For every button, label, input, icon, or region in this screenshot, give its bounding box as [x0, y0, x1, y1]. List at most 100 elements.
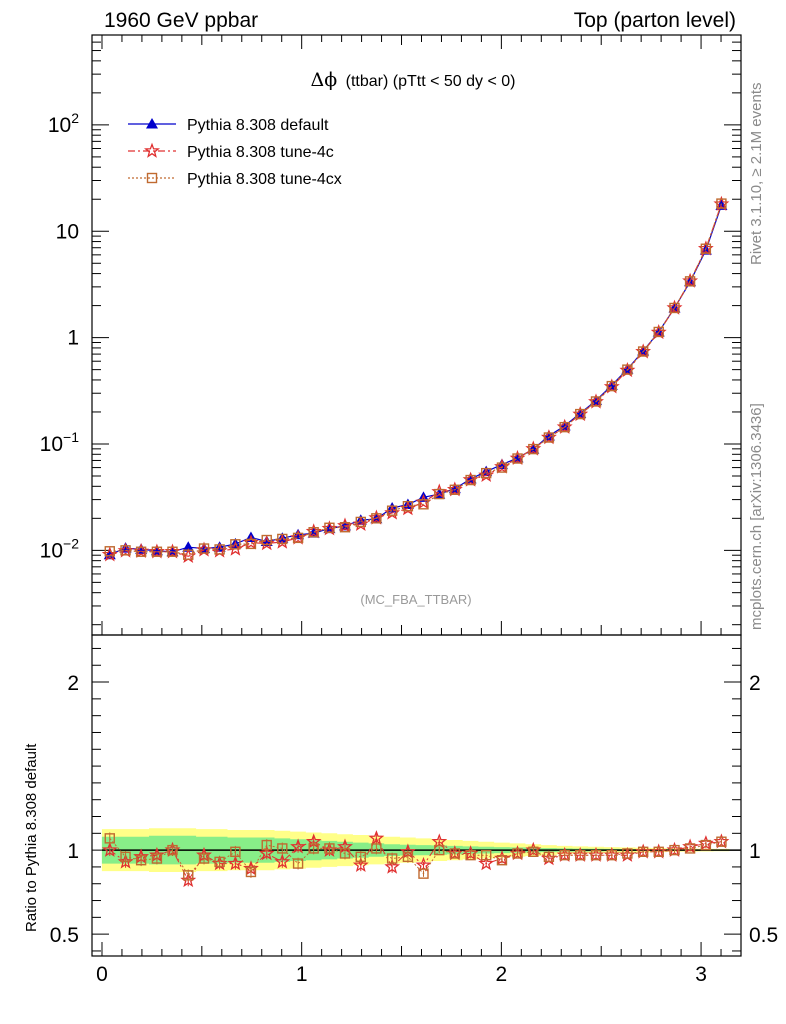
ratio-series-line-2	[109, 838, 722, 877]
y-tick-label-base: 10	[40, 539, 63, 562]
ratio-point-series-2	[512, 848, 523, 859]
ratio-point-series-1	[258, 845, 275, 861]
ratio-point-series-2	[214, 856, 225, 868]
data-point-series-3	[559, 421, 570, 433]
legend-label: Pythia 8.308 tune-4c	[187, 144, 334, 161]
ratio-point-series-2	[480, 849, 492, 861]
ratio-point-series-2	[167, 844, 178, 856]
data-point-series-3	[167, 546, 178, 557]
ratio-point-series-1	[274, 853, 291, 869]
x-tick-label: 1	[296, 963, 308, 986]
plot-title: Δϕ (ttbar) (pTtt < 50 dy < 0)	[311, 69, 516, 91]
data-point-series-3	[339, 522, 351, 533]
legend-marker	[144, 142, 160, 158]
ratio-point-series-2	[339, 848, 351, 859]
legend-label: Pythia 8.308 tune-4cx	[187, 171, 342, 188]
ratio-point-series-2	[371, 843, 382, 854]
ratio-point-series-2	[245, 866, 257, 878]
data-point-series-3	[622, 364, 633, 375]
data-point-series-3	[261, 534, 272, 546]
ratio-point-series-1	[352, 856, 369, 872]
data-point-series-3	[135, 546, 147, 557]
main-plot-data: Pythia 8.308 default Pythia 8.308 tune-4c…	[101, 117, 730, 564]
ratio-plot-border	[91, 634, 742, 957]
ratio-y-axis-label: Ratio to Pythia 8.308 default	[23, 743, 40, 932]
data-point-series-3	[653, 326, 664, 338]
data-point-series-3	[151, 546, 163, 557]
ratio-y-tick-label-right: 0.5	[749, 924, 778, 947]
data-point-series-3	[308, 527, 319, 538]
data-point-series-3	[496, 462, 508, 473]
y-tick-label: 10−1	[40, 429, 80, 456]
plot-title-symbol: Δϕ	[311, 69, 338, 91]
ratio-y-tick-label-right: 2	[749, 672, 761, 695]
data-point-series-3	[245, 538, 257, 550]
ratio-point-series-2	[653, 846, 664, 858]
y-tick-label: 102	[48, 110, 79, 137]
y-tick-label: 10	[56, 220, 79, 243]
x-tick-label: 0	[96, 963, 108, 986]
ratio-point-series-1	[227, 855, 244, 871]
ratio-plot-data	[101, 828, 741, 888]
data-point-series-3	[480, 467, 492, 479]
ratio-point-series-2	[637, 846, 649, 858]
ratio-y-tick-label: 2	[67, 672, 79, 695]
ratio-point-series-2	[402, 851, 414, 863]
ratio-point-series-2	[700, 839, 712, 851]
plot-title-text: (ttbar) (pTtt < 50 dy < 0)	[346, 73, 516, 90]
ratio-point-series-2	[669, 844, 680, 856]
data-point-series-3	[214, 544, 225, 555]
data-point-series-3	[669, 302, 680, 314]
ratio-point-series-1	[415, 856, 432, 872]
ratio-point-series-2	[575, 849, 586, 861]
data-point-series-3	[120, 545, 131, 556]
series-line-2	[109, 203, 722, 557]
data-point-series-3	[104, 546, 115, 557]
header-right: Top (parton level)	[574, 9, 736, 32]
data-point-series-3	[230, 539, 241, 550]
ratio-point-series-2	[324, 843, 335, 854]
ratio-point-series-2	[104, 833, 115, 844]
data-point-series-3	[371, 513, 382, 524]
ratio-point-series-2	[716, 836, 727, 847]
data-point-series-3	[355, 516, 366, 528]
data-point-series-3	[543, 432, 555, 443]
ratio-plot-frame: 0.5 0.5 1 1 2 2 0 1 2 3	[50, 634, 778, 986]
side-label-rivet: Rivet 3.1.10, ≥ 2.1M events	[748, 83, 765, 266]
y-tick-label-base: 10	[48, 114, 71, 137]
ratio-point-series-1	[368, 830, 385, 846]
ratio-point-series-2	[120, 851, 131, 863]
data-point-series-3	[590, 396, 602, 407]
x-tick-label: 2	[496, 963, 508, 986]
ratio-point-series-2	[590, 849, 602, 861]
ratio-point-series-2	[543, 851, 555, 863]
data-point-series-3	[465, 474, 476, 486]
ratio-point-series-2	[559, 849, 570, 861]
watermark: (MC_FBA_TTBAR)	[360, 592, 471, 607]
ratio-point-series-1	[290, 838, 307, 854]
ratio-point-series-2	[386, 853, 398, 864]
ratio-point-series-2	[449, 848, 461, 859]
ratio-point-series-2	[606, 849, 617, 861]
x-tick-label: 3	[695, 963, 707, 986]
ratio-y-tick-label-right: 1	[749, 840, 761, 863]
data-point-series-3	[418, 499, 429, 510]
data-point-series-3	[402, 501, 414, 512]
data-point-series-3	[277, 533, 288, 545]
ratio-point-series-2	[684, 843, 696, 854]
side-label-mcplots: mcplots.cern.ch [arXiv:1306.3436]	[748, 403, 765, 630]
y-tick-label: 10−2	[40, 535, 80, 562]
legend-marker	[146, 118, 158, 129]
ratio-point-series-2	[198, 853, 210, 864]
data-point-series-3	[575, 408, 586, 420]
legend: Pythia 8.308 default Pythia 8.308 tune-4c…	[128, 117, 342, 188]
data-point-series-3	[512, 453, 523, 464]
ratio-point-series-2	[496, 855, 508, 866]
ratio-point-series-1	[101, 841, 118, 857]
data-point-series-3	[292, 532, 304, 544]
ratio-point-series-2	[418, 868, 429, 879]
ratio-point-series-2	[308, 843, 319, 854]
y-tick-label-exponent: −2	[63, 535, 79, 551]
y-tick-label-base: 1	[67, 327, 79, 350]
